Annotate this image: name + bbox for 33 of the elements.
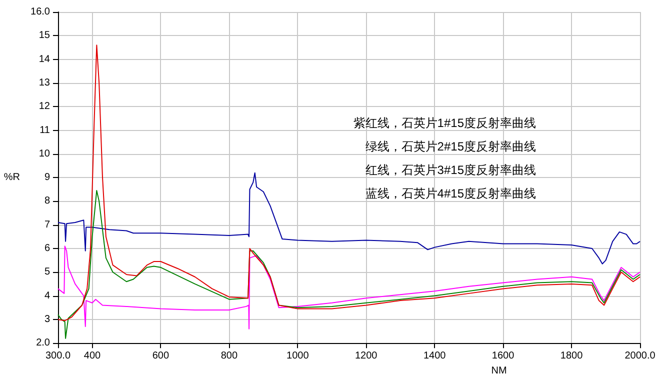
y-tick-label: 3 <box>44 314 50 325</box>
x-tick-label: 1000 <box>286 350 310 362</box>
y-tick-label: 11 <box>40 124 50 136</box>
y-tick-label: 10 <box>38 148 50 160</box>
y-axis-title: %R <box>4 172 20 184</box>
y-tick-label: 8 <box>44 196 50 207</box>
y-tick-label: 14 <box>38 54 50 65</box>
y-tick-label: 2.0 <box>36 338 50 349</box>
x-tick-label: 300.0 <box>45 350 71 362</box>
y-tick-label: 16.0 <box>30 6 50 18</box>
x-tick-label: 800 <box>220 350 238 362</box>
x-tick-label: 400 <box>84 350 102 362</box>
x-tick-label: 600 <box>152 350 170 362</box>
x-tick-label: 1200 <box>354 350 378 362</box>
y-tick-label: 7 <box>44 219 50 230</box>
y-tick-label: 6 <box>44 243 50 254</box>
y-tick-label: 9 <box>44 172 50 184</box>
y-tick-label: 4 <box>44 290 50 302</box>
annotation: 蓝线，石英片4#15度反射率曲线 <box>365 186 536 200</box>
line-series <box>58 246 640 330</box>
annotation: 紫红线，石英片1#15度反射率曲线 <box>353 116 536 130</box>
y-tick-label: 12 <box>38 101 50 112</box>
line-series <box>58 44 640 322</box>
x-tick-label: 1400 <box>423 350 446 362</box>
y-tick-label: 5 <box>44 266 50 278</box>
y-tick-label: 15 <box>38 30 50 42</box>
x-tick-label: 2000.0 <box>624 350 656 362</box>
x-tick-label: 1800 <box>560 350 584 362</box>
annotation: 绿线，石英片2#15度反射率曲线 <box>365 140 536 154</box>
annotation: 红线，石英片3#15度反射率曲线 <box>365 163 536 177</box>
x-tick-label: 1600 <box>492 350 515 362</box>
x-axis-title: NM <box>491 366 507 376</box>
y-tick-label: 13 <box>38 77 50 88</box>
